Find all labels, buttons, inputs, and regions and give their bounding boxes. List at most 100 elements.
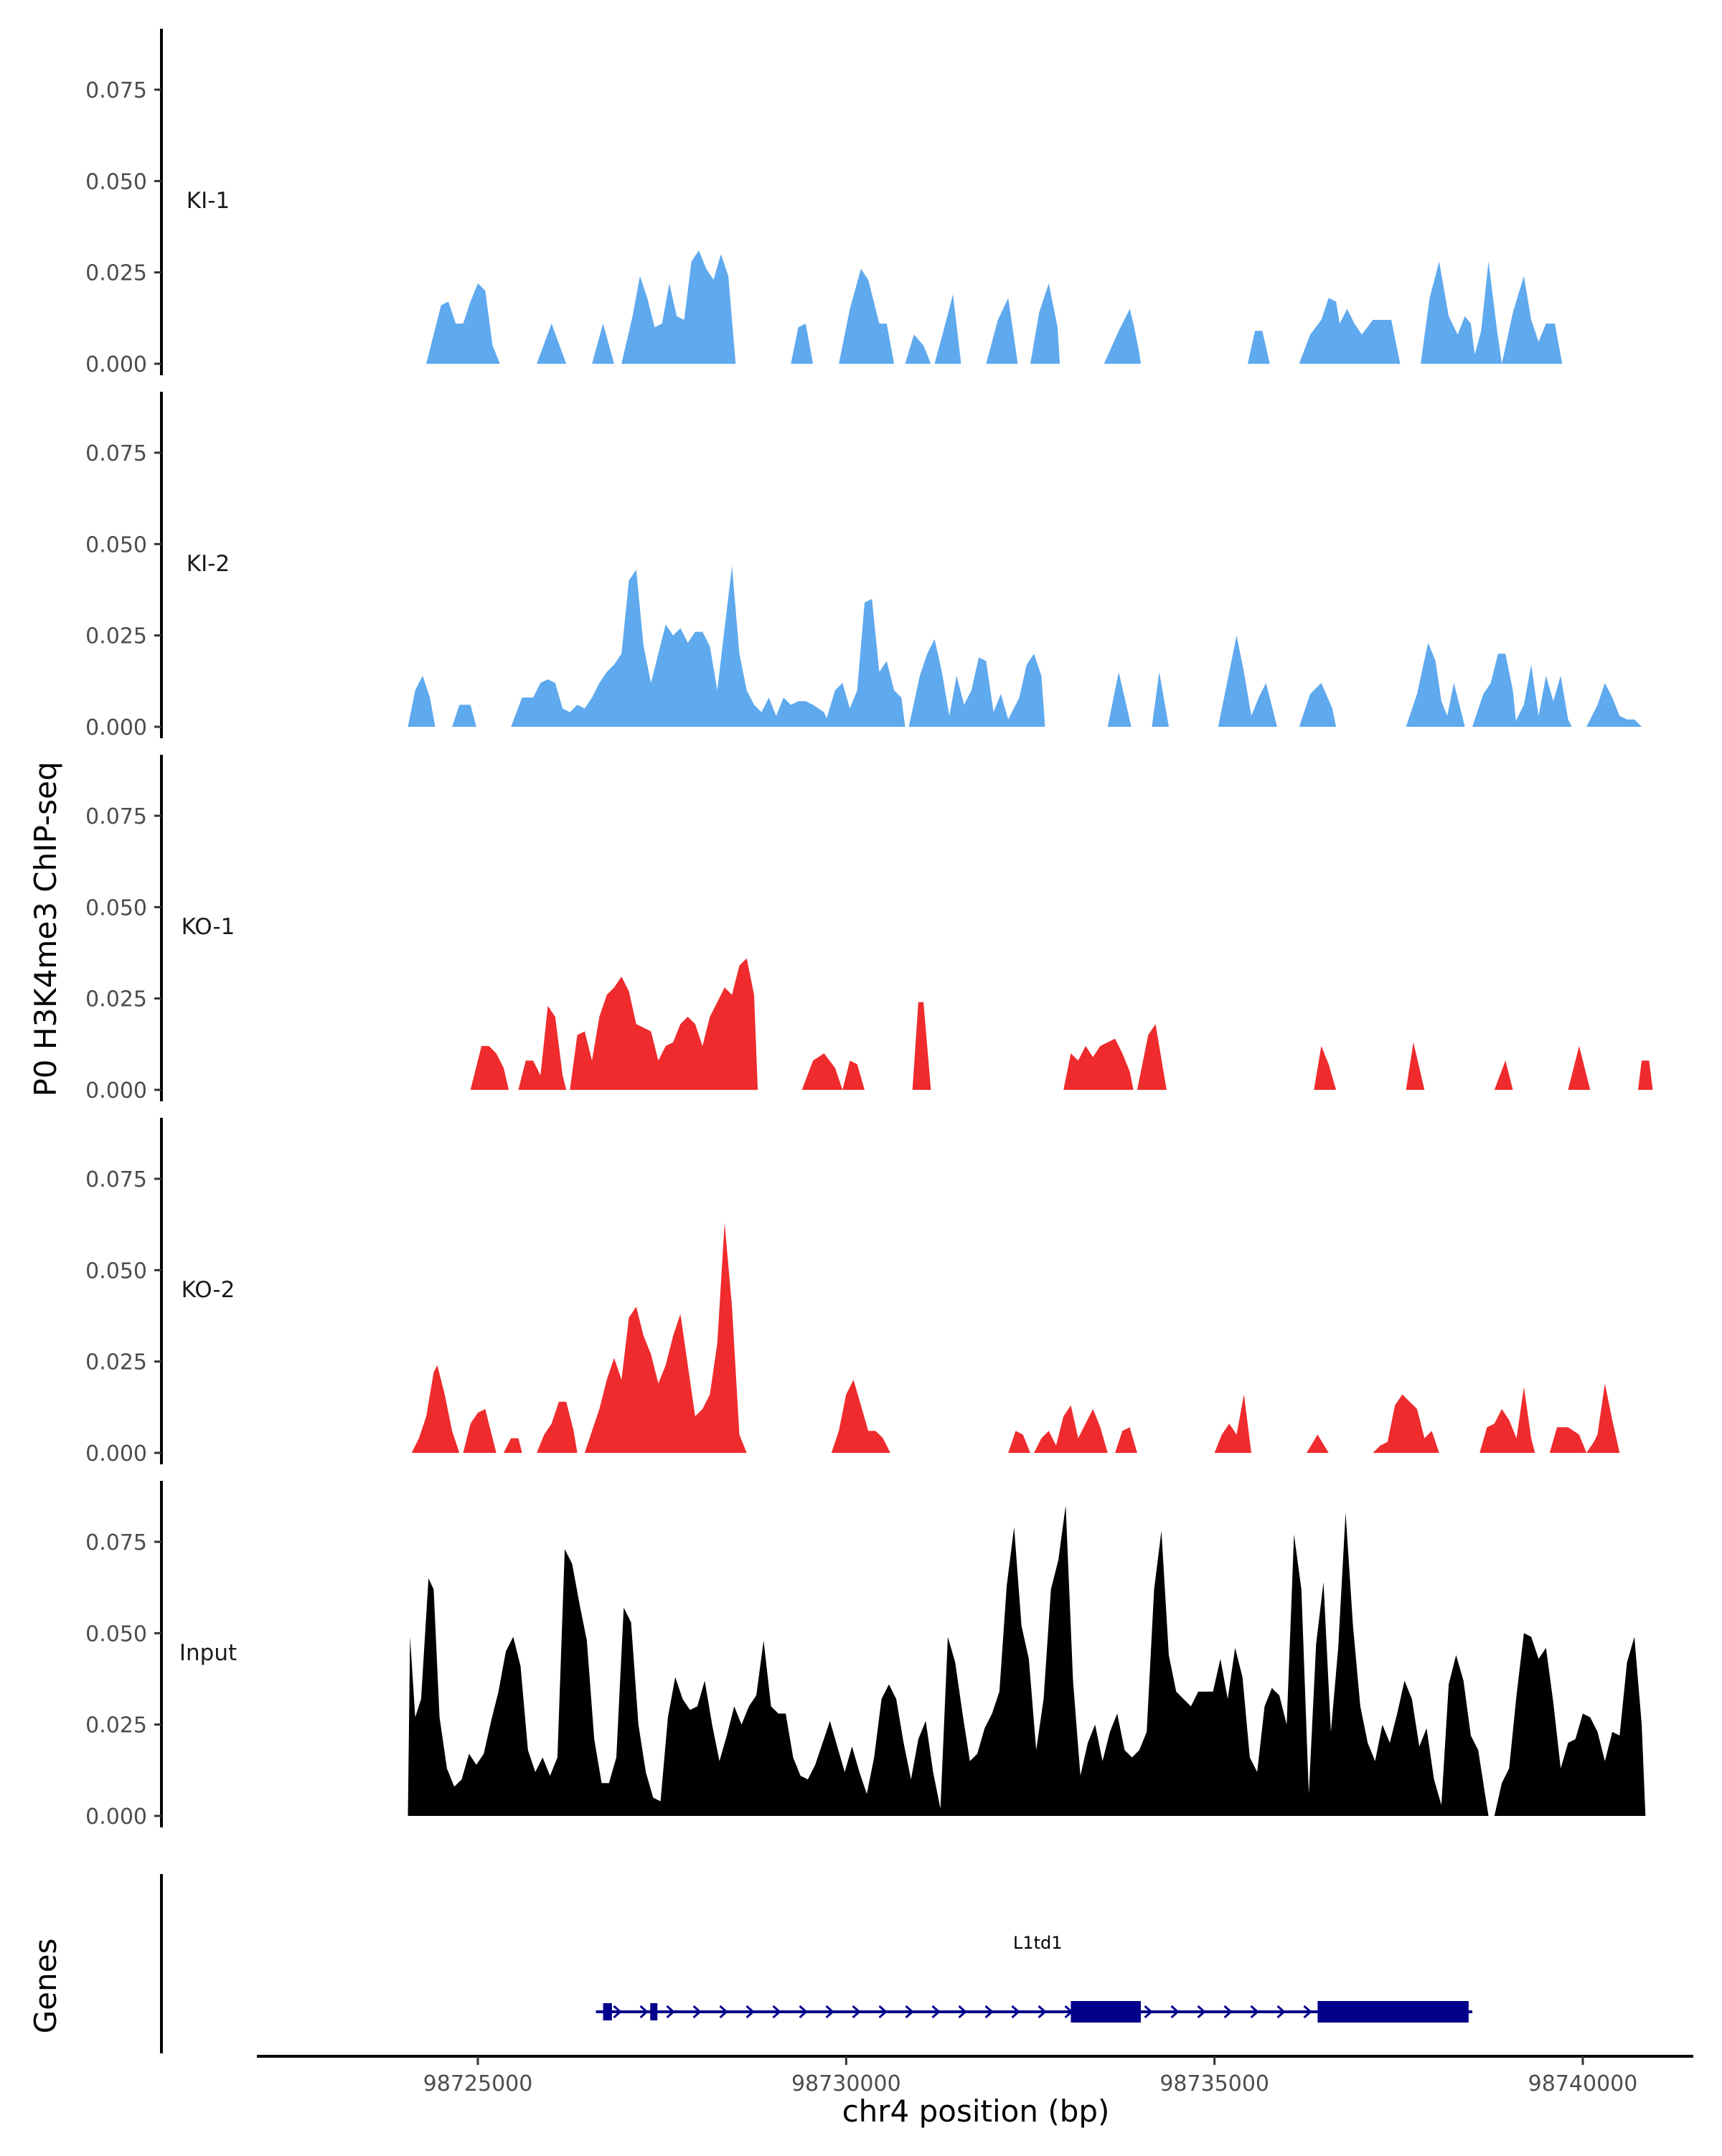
gene-exon — [650, 2003, 658, 2020]
strand-arrow — [1170, 2005, 1180, 2019]
coverage-peak — [518, 1005, 567, 1090]
coverage-peak — [842, 1060, 865, 1090]
y-tick-label: 0.025 — [85, 261, 147, 286]
coverage-peak — [584, 1223, 747, 1453]
coverage-peak — [839, 268, 895, 364]
coverage-peak — [1299, 298, 1401, 364]
track-label: KO-2 — [182, 1277, 235, 1303]
strand-arrow — [719, 2005, 728, 2019]
strand-arrow — [666, 2005, 675, 2019]
coverage-peak — [452, 705, 476, 727]
coverage-peak — [1218, 635, 1277, 727]
coverage-peak — [1137, 1024, 1167, 1090]
coverage-peak — [1214, 1394, 1251, 1453]
coverage-peak — [1568, 1045, 1591, 1090]
coverage-peak — [1586, 1383, 1620, 1453]
gene-name-label: L1td1 — [1013, 1933, 1063, 1953]
gene-exon — [603, 2003, 612, 2020]
strand-arrow — [1250, 2005, 1259, 2019]
coverage-peak — [912, 1002, 931, 1090]
y-tick-label: 0.050 — [85, 169, 147, 194]
coverage-peak — [1479, 1387, 1535, 1453]
track-input: 0.000 0.025 0.050 0.075 Input — [85, 1481, 1646, 1830]
strand-arrow — [931, 2005, 941, 2019]
track-ki-1: 0.000 0.025 0.050 0.075 KI-1 — [85, 29, 1563, 377]
y-tick-label: 0.075 — [85, 1530, 147, 1555]
coverage-peak — [1406, 1042, 1425, 1090]
coverage-peak — [1247, 331, 1270, 364]
x-tick-label: 98730000 — [791, 2071, 901, 2096]
coverage-peak — [1030, 283, 1060, 364]
coverage-peak — [1472, 261, 1502, 364]
y-tick-label: 0.050 — [85, 895, 147, 921]
coverage-peak — [1008, 1431, 1030, 1453]
coverage-peak — [470, 1045, 509, 1090]
track-ko-2: 0.000 0.025 0.050 0.075 KO-2 — [85, 1118, 1620, 1467]
coverage-peak — [1299, 682, 1337, 727]
coverage-peak — [1063, 1038, 1134, 1090]
coverage-peak — [1115, 1427, 1137, 1453]
coverage-peak — [1472, 654, 1517, 727]
coverage-peak — [908, 639, 1045, 727]
strand-arrow — [639, 2005, 649, 2019]
y-tick-label: 0.000 — [85, 715, 147, 740]
coverage-peak — [1406, 642, 1465, 727]
y-tick-label: 0.075 — [85, 78, 147, 103]
strand-arrow — [825, 2005, 834, 2019]
y-tick-label: 0.075 — [85, 1167, 147, 1192]
strand-arrow — [692, 2005, 702, 2019]
coverage-peak — [1421, 261, 1477, 364]
x-tick-label: 98735000 — [1159, 2071, 1269, 2096]
gene-exon — [1071, 2001, 1141, 2023]
strand-arrow — [745, 2005, 755, 2019]
y-tick-label: 0.025 — [85, 987, 147, 1012]
coverage-peak — [1373, 1394, 1439, 1453]
track-label: Input — [179, 1640, 237, 1666]
coverage-peak — [426, 283, 500, 364]
track-label: KO-1 — [182, 914, 235, 940]
strand-arrow — [613, 2005, 622, 2019]
y-tick-label: 0.000 — [85, 1441, 147, 1467]
coverage-peak — [408, 675, 436, 727]
strand-arrow — [772, 2005, 781, 2019]
coverage-peak — [1307, 1434, 1329, 1453]
coverage-peak — [592, 324, 614, 364]
strand-arrow — [905, 2005, 914, 2019]
y-tick-label: 0.000 — [85, 1804, 147, 1830]
gene-exon — [1317, 2001, 1469, 2023]
coverage-peak — [986, 298, 1018, 364]
track-label: KI-1 — [187, 188, 230, 214]
strand-arrow — [1276, 2005, 1286, 2019]
coverage-peak — [1494, 1060, 1513, 1090]
track-ki-2: 0.000 0.025 0.050 0.075 KI-2 — [85, 392, 1642, 740]
coverage-peak — [905, 334, 931, 364]
strand-arrow — [958, 2005, 967, 2019]
coverage-peak — [791, 324, 814, 364]
y-tick-label: 0.075 — [85, 441, 147, 466]
coverage-peak — [511, 565, 830, 727]
strand-arrow — [1197, 2005, 1206, 2019]
coverage-peak — [1494, 1633, 1646, 1816]
gene-model: L1td1 — [596, 1933, 1472, 2023]
strand-arrow — [1223, 2005, 1233, 2019]
x-tick-label: 98725000 — [423, 2071, 533, 2096]
coverage-peak — [503, 1438, 522, 1453]
coverage-peak — [1502, 276, 1563, 364]
y-axis-title: P0 H3K4me3 ChIP-seq — [28, 761, 63, 1096]
strand-arrow — [984, 2005, 994, 2019]
y-tick-label: 0.000 — [85, 352, 147, 377]
coverage-peak — [1512, 664, 1572, 727]
coverage-peak — [411, 1365, 460, 1453]
track-ko-1: 0.000 0.025 0.050 0.075 KO-1 — [85, 755, 1653, 1103]
strand-arrow — [1038, 2005, 1047, 2019]
strand-arrow — [1303, 2005, 1312, 2019]
coverage-peak — [537, 1401, 578, 1453]
y-tick-label: 0.025 — [85, 1713, 147, 1738]
coverage-peak — [1549, 1427, 1587, 1453]
strand-arrow — [799, 2005, 808, 2019]
coverage-peak — [1107, 672, 1131, 727]
coverage-peak — [1152, 672, 1169, 727]
coverage-peak — [1638, 1060, 1653, 1090]
coverage-peak — [621, 250, 736, 364]
